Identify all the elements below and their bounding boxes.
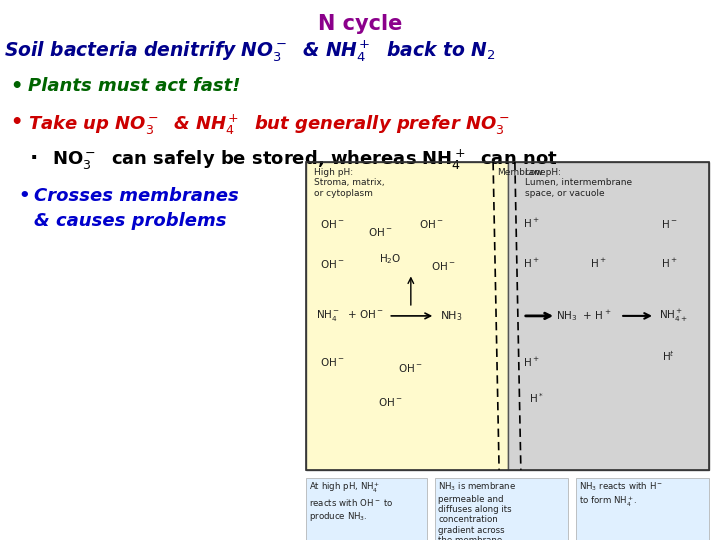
- Text: H$^+$: H$^+$: [660, 257, 678, 270]
- Text: NH$_3$ is membrane
permeable and
diffuses along its
concentration
gradient acros: NH$_3$ is membrane permeable and diffuse…: [438, 481, 516, 540]
- Text: NH$_4^-$  + OH$^-$: NH$_4^-$ + OH$^-$: [316, 308, 384, 323]
- Text: & causes problems: & causes problems: [34, 212, 227, 230]
- Bar: [435, 478, 568, 540]
- Text: NH$_{4+}^+$: NH$_{4+}^+$: [659, 308, 688, 324]
- Text: Plants must act fast!: Plants must act fast!: [28, 77, 240, 95]
- Text: At high pH, NH$_4^+$
reacts with OH$^-$ to
produce NH$_3$.: At high pH, NH$_4^+$ reacts with OH$^-$ …: [309, 481, 394, 523]
- Text: •: •: [10, 113, 22, 132]
- Text: OH$^-$: OH$^-$: [431, 260, 456, 272]
- Text: OH$^-$: OH$^-$: [320, 218, 345, 230]
- Text: Low pH:
Lumen, intermembrane
space, or vacuole: Low pH: Lumen, intermembrane space, or v…: [525, 168, 632, 198]
- Text: Soil bacteria denitrify NO$_3^-$  & NH$_4^+$  back to N$_2$: Soil bacteria denitrify NO$_3^-$ & NH$_4…: [4, 38, 495, 64]
- Text: Crosses membranes: Crosses membranes: [34, 187, 239, 205]
- Text: OH$^-$: OH$^-$: [368, 226, 393, 238]
- Text: Take up NO$_3^-$  & NH$_4^+$  but generally prefer NO$_3^-$: Take up NO$_3^-$ & NH$_4^+$ but generall…: [28, 113, 510, 137]
- Text: ·: ·: [30, 148, 38, 168]
- Bar: [306, 162, 709, 470]
- Text: OH$^-$: OH$^-$: [320, 356, 345, 368]
- Text: H$^+$: H$^+$: [523, 257, 540, 270]
- Text: •: •: [10, 77, 22, 96]
- Text: OH$^-$: OH$^-$: [398, 362, 423, 374]
- Text: OH$^-$: OH$^-$: [418, 218, 444, 230]
- Text: H$^*$: H$^*$: [529, 391, 544, 405]
- Bar: [306, 478, 427, 540]
- Text: N cycle: N cycle: [318, 14, 402, 34]
- Text: H$^t$: H$^t$: [662, 349, 675, 363]
- Text: •: •: [18, 187, 30, 205]
- Text: NH$_3$ reacts with H$^-$
to form NH$_4^+$.: NH$_3$ reacts with H$^-$ to form NH$_4^+…: [579, 481, 663, 509]
- Bar: [306, 162, 508, 470]
- Text: H$^+$: H$^+$: [523, 355, 540, 369]
- Bar: [508, 162, 709, 470]
- Bar: [576, 478, 709, 540]
- Text: Membrane: Membrane: [497, 168, 546, 177]
- Text: H$^-$: H$^-$: [660, 218, 678, 230]
- Text: NH$_3$  + H$^+$: NH$_3$ + H$^+$: [557, 308, 612, 323]
- Text: H$^+$: H$^+$: [590, 257, 607, 270]
- Text: NO$_3^-$  can safely be stored, whereas NH$_4^+$  can not: NO$_3^-$ can safely be stored, whereas N…: [52, 148, 557, 172]
- Text: High pH:
Stroma, matrix,
or cytoplasm: High pH: Stroma, matrix, or cytoplasm: [314, 168, 384, 198]
- Text: H$_2$O: H$_2$O: [379, 253, 402, 266]
- Text: NH$_3$: NH$_3$: [440, 309, 462, 323]
- Text: H$^+$: H$^+$: [523, 217, 540, 230]
- Text: OH$^-$: OH$^-$: [320, 258, 345, 269]
- Text: OH$^-$: OH$^-$: [378, 396, 403, 408]
